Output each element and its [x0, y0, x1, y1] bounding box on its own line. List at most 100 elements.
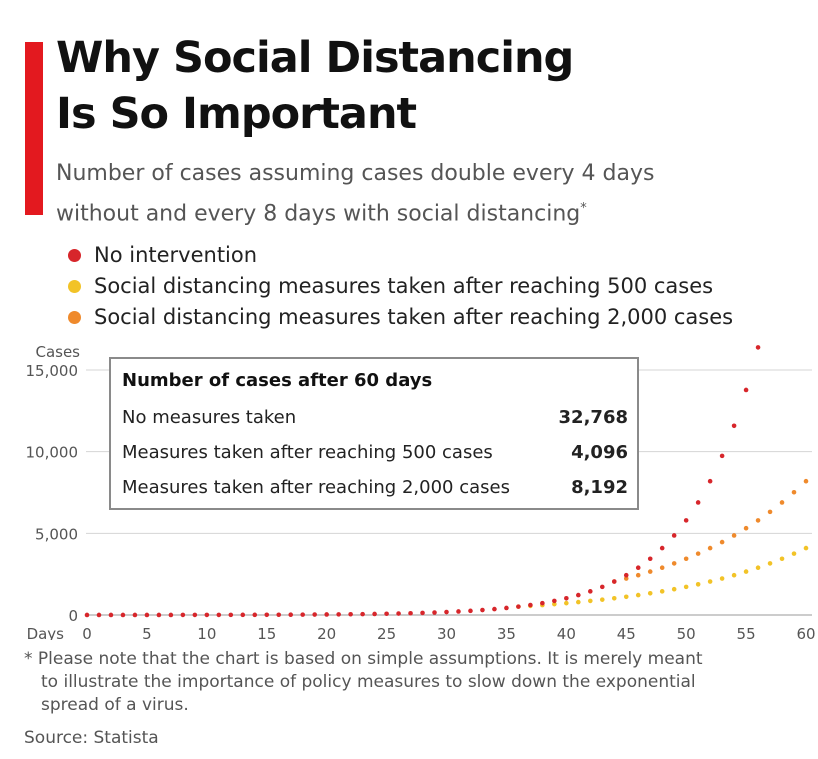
point-no-intervention [396, 611, 401, 616]
subtitle-line-1: Number of cases assuming cases double ev… [56, 161, 655, 186]
legend-marker-2000-cases [68, 311, 81, 324]
point-measures-500 [552, 601, 557, 607]
point-no-intervention [300, 612, 306, 617]
info-row-label: No measures taken [122, 407, 297, 428]
x-tick-label: 5 [142, 625, 152, 640]
point-no-intervention [731, 423, 737, 429]
point-no-intervention [288, 612, 294, 617]
point-no-intervention [468, 608, 473, 614]
x-tick-label: 10 [197, 625, 216, 640]
info-row-500-cases: Measures taken after reaching 500 cases … [122, 436, 628, 470]
chart-subtitle: Number of cases assuming cases double ev… [56, 156, 796, 231]
title-line-1: Why Social Distancing [56, 33, 574, 83]
point-no-intervention [144, 612, 150, 618]
legend-marker-500-cases [68, 280, 81, 293]
point-no-intervention [492, 606, 497, 612]
x-tick-label: 25 [377, 625, 396, 640]
point-no-intervention [647, 556, 653, 562]
point-measures-2000 [719, 539, 725, 545]
info-box-title: Number of cases after 60 days [122, 370, 433, 391]
point-no-intervention [504, 605, 509, 611]
point-no-intervention [372, 611, 377, 617]
point-measures-500 [707, 579, 713, 584]
legend-item-2000-cases: Social distancing measures taken after r… [66, 302, 733, 333]
point-measures-2000 [767, 509, 773, 515]
x-tick-label: 0 [82, 625, 92, 640]
point-no-intervention [264, 612, 270, 618]
point-measures-500 [564, 600, 569, 606]
info-row-label: Measures taken after reaching 2,000 case… [122, 477, 510, 498]
point-no-intervention [420, 610, 425, 616]
y-tick-label: 10,000 [26, 444, 79, 462]
subtitle-footnote-mark: * [580, 201, 587, 216]
title-accent-bar [25, 42, 43, 215]
point-no-intervention [695, 500, 701, 505]
point-measures-2000 [707, 545, 713, 551]
point-no-intervention [228, 612, 234, 618]
point-measures-2000 [647, 569, 653, 574]
point-measures-500 [767, 561, 773, 566]
footnote-line-1: * Please note that the chart is based on… [24, 649, 703, 669]
subtitle-line-2-text: without and every 8 days with social dis… [56, 201, 581, 227]
point-no-intervention [168, 612, 174, 618]
point-no-intervention [707, 478, 713, 484]
point-measures-500 [576, 599, 581, 605]
point-measures-500 [588, 598, 593, 604]
point-measures-500 [779, 556, 785, 562]
y-tick-label: 0 [68, 607, 78, 625]
point-no-intervention [540, 600, 545, 606]
legend-item-500-cases: Social distancing measures taken after r… [66, 271, 733, 302]
point-measures-2000 [755, 518, 761, 523]
point-no-intervention [671, 533, 677, 538]
x-tick-label: 55 [737, 625, 756, 640]
point-measures-500 [659, 589, 665, 594]
point-measures-500 [599, 597, 605, 602]
point-no-intervention [312, 612, 317, 617]
point-measures-2000 [779, 500, 785, 505]
point-no-intervention [384, 611, 389, 617]
point-no-intervention [96, 612, 102, 618]
point-no-intervention [683, 518, 689, 523]
point-measures-2000 [623, 576, 629, 581]
point-no-intervention [755, 345, 761, 350]
point-no-intervention [180, 612, 186, 618]
point-no-intervention [611, 579, 617, 584]
point-no-intervention [216, 612, 222, 618]
x-tick-label: 20 [317, 625, 336, 640]
subtitle-line-2: without and every 8 days with social dis… [56, 191, 796, 231]
point-no-intervention [336, 612, 341, 617]
point-no-intervention [599, 584, 605, 590]
x-tick-label: 15 [257, 625, 276, 640]
x-tick-label: 60 [796, 625, 815, 640]
footnote-line-2: to illustrate the importance of policy m… [41, 672, 696, 692]
point-no-intervention [84, 612, 90, 618]
point-measures-500 [635, 592, 641, 598]
point-no-intervention [432, 610, 437, 615]
point-measures-2000 [659, 565, 665, 570]
point-measures-2000 [731, 533, 737, 538]
point-no-intervention [444, 609, 449, 615]
point-measures-2000 [635, 572, 641, 578]
point-no-intervention [324, 612, 329, 617]
y-tick-label: 5,000 [35, 525, 78, 543]
point-no-intervention [252, 612, 258, 618]
point-measures-500 [671, 586, 677, 592]
point-measures-500 [755, 565, 761, 570]
point-no-intervention [719, 453, 725, 459]
point-measures-500 [731, 572, 737, 578]
source-credit: Source: Statista [24, 728, 159, 748]
x-tick-label: 40 [557, 625, 576, 640]
point-measures-500 [683, 584, 689, 590]
point-measures-500 [803, 545, 809, 551]
chart-legend: No intervention Social distancing measur… [66, 240, 733, 333]
point-measures-2000 [791, 489, 797, 495]
legend-label-no-intervention: No intervention [94, 243, 258, 267]
point-no-intervention [192, 612, 198, 618]
point-no-intervention [156, 612, 162, 618]
info-row-no-measures: No measures taken 32,768 [122, 401, 628, 435]
title-line-2: Is So Important [56, 89, 417, 139]
info-row-2000-cases: Measures taken after reaching 2,000 case… [122, 471, 628, 505]
point-no-intervention [408, 610, 413, 616]
point-measures-2000 [743, 525, 749, 531]
